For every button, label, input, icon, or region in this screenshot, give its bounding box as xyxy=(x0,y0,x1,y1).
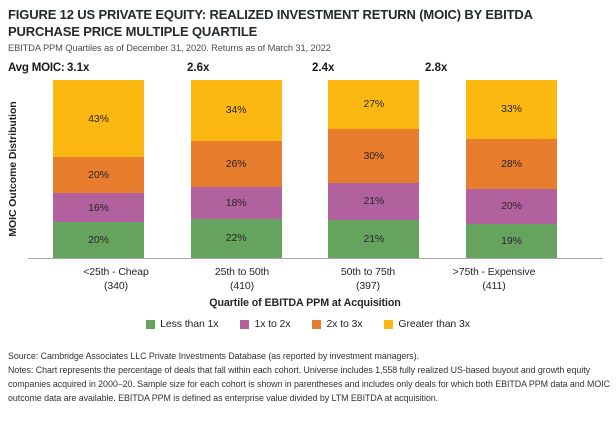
segment-value-label: 19% xyxy=(501,235,522,248)
legend-label: Less than 1x xyxy=(160,318,219,330)
segment-value-label: 20% xyxy=(88,234,109,247)
notes-text: Notes: Chart represents the percentage o… xyxy=(8,365,610,403)
legend-item: 1x to 2x xyxy=(240,318,291,330)
segment-value-label: 33% xyxy=(501,103,522,116)
segment-value-label: 43% xyxy=(88,112,109,125)
segment-value-label: 18% xyxy=(225,196,247,209)
bar-segment: 22% xyxy=(190,218,282,258)
avg-moic-value: 2.6x xyxy=(187,62,210,74)
x-axis-category-labels: <25th - Cheap (340) 25th to 50th (410) 50th … xyxy=(53,266,557,293)
segment-value-label: 26% xyxy=(225,157,247,170)
bar-chart: 20% 16% 20% 43% 22% 18% 26% 34% 21% 21% 30% 27% 19% 2… xyxy=(53,80,557,258)
category-label: >75th - Expensive (411) xyxy=(431,266,557,293)
segment-value-label: 28% xyxy=(501,157,522,170)
footnotes: Source: Cambridge Associates LLC Private… xyxy=(8,349,610,405)
avg-moic-value: 2.8x xyxy=(425,62,448,74)
bar-segment: 20% xyxy=(465,188,557,225)
stacked-bar: 22% 18% 26% 34% xyxy=(190,80,282,258)
category-name: <25th - Cheap xyxy=(83,266,149,278)
segment-value-label: 21% xyxy=(363,195,385,208)
category-label: 25th to 50th (410) xyxy=(179,266,305,293)
avg-moic-value: 3.1x xyxy=(67,62,90,74)
bar-segment: 20% xyxy=(53,157,144,194)
x-axis-title: Quartile of EBITDA PPM at Acquisition xyxy=(209,297,401,309)
x-axis-line xyxy=(28,258,603,259)
bar-segment: 26% xyxy=(190,140,282,187)
category-name: 50th to 75th xyxy=(340,266,396,278)
bar-segment: 21% xyxy=(328,182,420,221)
legend-swatch xyxy=(312,319,322,329)
legend-swatch xyxy=(146,319,156,329)
bar-segment: 21% xyxy=(328,220,420,258)
bar-segment: 27% xyxy=(328,80,420,129)
segment-value-label: 21% xyxy=(363,233,385,246)
bar-segment: 28% xyxy=(465,138,557,189)
bar-segment: 16% xyxy=(53,193,144,223)
bar-segment: 18% xyxy=(190,186,282,219)
bar-segment: 43% xyxy=(53,80,144,158)
bar-segment: 20% xyxy=(53,222,144,258)
avg-moic-row: Avg MOIC: 3.1x 2.6x 2.4x 2.8x xyxy=(0,62,616,78)
legend-label: Greater than 3x xyxy=(398,318,470,330)
segment-value-label: 30% xyxy=(363,149,385,162)
avg-moic-label: Avg MOIC: xyxy=(8,62,65,74)
stacked-bar: 20% 16% 20% 43% xyxy=(53,80,144,258)
source-note: Source: Cambridge Associates LLC Private… xyxy=(8,351,419,361)
legend-item: Less than 1x xyxy=(146,318,219,330)
category-label: <25th - Cheap (340) xyxy=(53,266,179,293)
legend-item: 2x to 3x xyxy=(312,318,363,330)
legend-label: 1x to 2x xyxy=(254,318,291,330)
y-axis-label: MOIC Outcome Distribution xyxy=(7,101,19,237)
segment-value-label: 16% xyxy=(88,201,109,214)
figure-title: FIGURE 12 US PRIVATE EQUITY: REALIZED IN… xyxy=(8,7,533,39)
bar-segment: 19% xyxy=(465,224,557,258)
category-name: 25th to 50th xyxy=(214,266,270,278)
sample-size: (411) xyxy=(482,279,506,292)
bar-segment: 33% xyxy=(465,80,557,139)
legend-item: Greater than 3x xyxy=(384,318,470,330)
legend-swatch xyxy=(240,319,250,329)
segment-value-label: 20% xyxy=(501,200,522,213)
segment-value-label: 34% xyxy=(225,104,247,117)
bar-segment: 34% xyxy=(190,80,282,141)
bar-segment: 30% xyxy=(328,128,420,183)
legend-swatch xyxy=(384,319,394,329)
legend: Less than 1x 1x to 2x 2x to 3x Greater than… xyxy=(0,318,616,330)
legend-label: 2x to 3x xyxy=(326,318,363,330)
stacked-bar: 19% 20% 28% 33% xyxy=(465,80,557,258)
sample-size: (397) xyxy=(355,279,380,292)
sample-size: (410) xyxy=(229,279,254,292)
category-name: >75th - Expensive xyxy=(452,266,536,278)
category-label: 50th to 75th (397) xyxy=(305,266,431,293)
stacked-bar: 21% 21% 30% 27% xyxy=(328,80,420,258)
segment-value-label: 22% xyxy=(225,232,247,245)
avg-moic-value: 2.4x xyxy=(312,62,335,74)
segment-value-label: 20% xyxy=(88,169,109,182)
sample-size: (340) xyxy=(103,279,128,292)
segment-value-label: 27% xyxy=(363,98,385,111)
figure-subtitle: EBITDA PPM Quartiles as of December 31, … xyxy=(8,43,331,53)
